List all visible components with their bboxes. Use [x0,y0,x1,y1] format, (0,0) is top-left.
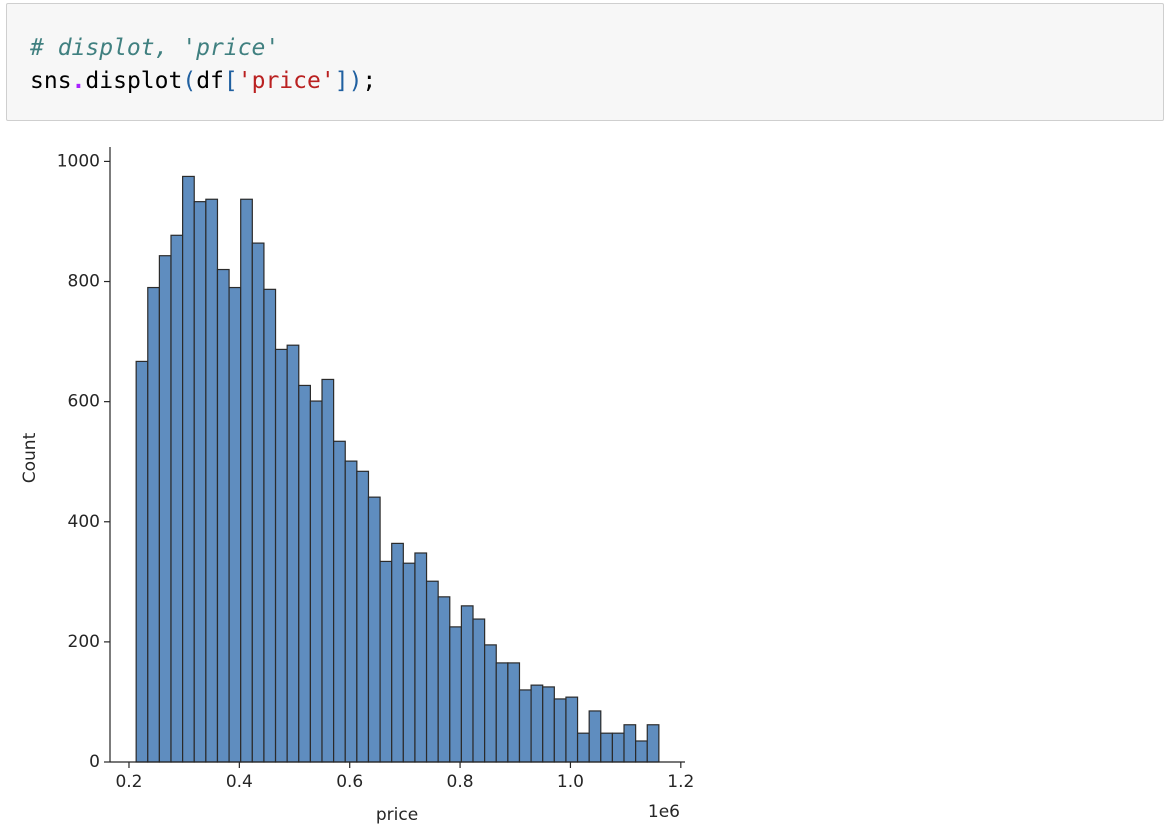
histogram-bar [588,710,602,763]
histogram-bar [158,255,172,763]
y-tick-label: 400 [68,512,100,532]
x-tick-label: 1.2 [667,772,694,792]
histogram-bar [321,378,335,763]
histogram-bar [507,662,521,763]
histogram-bar [228,286,242,763]
histogram-bar [193,201,207,763]
histogram-bar [449,626,463,763]
histogram-bar [344,460,358,763]
code-token: . [71,68,86,94]
histogram-bar [333,440,346,763]
y-tick-label: 1000 [57,151,100,171]
code-token: displot [85,68,183,94]
x-tick-label: 0.6 [336,772,363,792]
histogram-bar [263,288,277,763]
histogram-bar [576,732,590,763]
histogram-bar [298,384,311,763]
histogram-bar [135,360,149,763]
code-comment: # displot, 'price' [30,35,280,61]
x-tick-label: 0.2 [115,772,142,792]
histogram-bar [460,605,474,763]
histogram-bar [553,698,567,763]
histogram-bar [251,242,265,763]
histogram-bar [530,684,544,763]
histogram-bar [240,198,253,763]
histogram-bar [472,618,486,763]
code-token: sns [30,68,72,94]
code-token: [ [223,68,238,94]
histogram-bar [425,580,439,763]
y-tick-label: 800 [68,272,100,292]
histogram-bar [379,560,393,763]
x-tick-label: 1.0 [557,772,584,792]
histogram-bar [216,268,230,763]
code-line: # displot, 'price' [30,32,1163,65]
code-token: ] [334,68,349,94]
histogram-bar [170,234,184,763]
histogram-bar [147,286,160,763]
code-cell[interactable]: # displot, 'price' sns.displot(df['price… [6,3,1164,121]
histogram-bar [646,724,660,763]
code-token: 'price' [237,68,335,94]
code-token: df [196,68,224,94]
code-line: sns.displot(df['price']); [30,65,1163,98]
y-tick-label: 600 [68,392,100,412]
y-axis-label: Count [20,432,40,483]
histogram-bar [437,596,451,763]
histogram-bar [182,175,195,763]
histogram-bar [542,686,555,763]
histogram-bar [565,696,579,763]
histogram-bar [484,644,497,763]
histogram-bar [356,470,370,763]
histogram-bar [205,198,219,763]
histogram-bar [274,348,288,763]
x-tick-label: 0.4 [226,772,253,792]
histogram-bar [367,496,381,763]
code-token: ( [182,68,197,94]
x-axis-label: price [376,805,418,825]
histogram-bar [309,400,323,763]
histogram-bar [391,542,404,763]
x-offset-label: 1e6 [648,802,680,822]
code-token: ) [348,68,363,94]
y-tick-label: 200 [68,632,100,652]
y-tick-label: 0 [89,752,100,772]
histogram-bar [635,740,648,763]
histogram-bar [286,344,300,763]
histogram-bar [495,662,509,763]
x-tick-label: 0.8 [447,772,474,792]
histogram-bar [611,732,625,763]
histogram-bar [402,562,416,763]
code-token: ; [362,68,377,94]
histogram-bar [414,552,428,763]
histogram-bar [623,724,637,763]
histogram-bar [600,732,614,763]
histogram-bar [518,689,532,763]
